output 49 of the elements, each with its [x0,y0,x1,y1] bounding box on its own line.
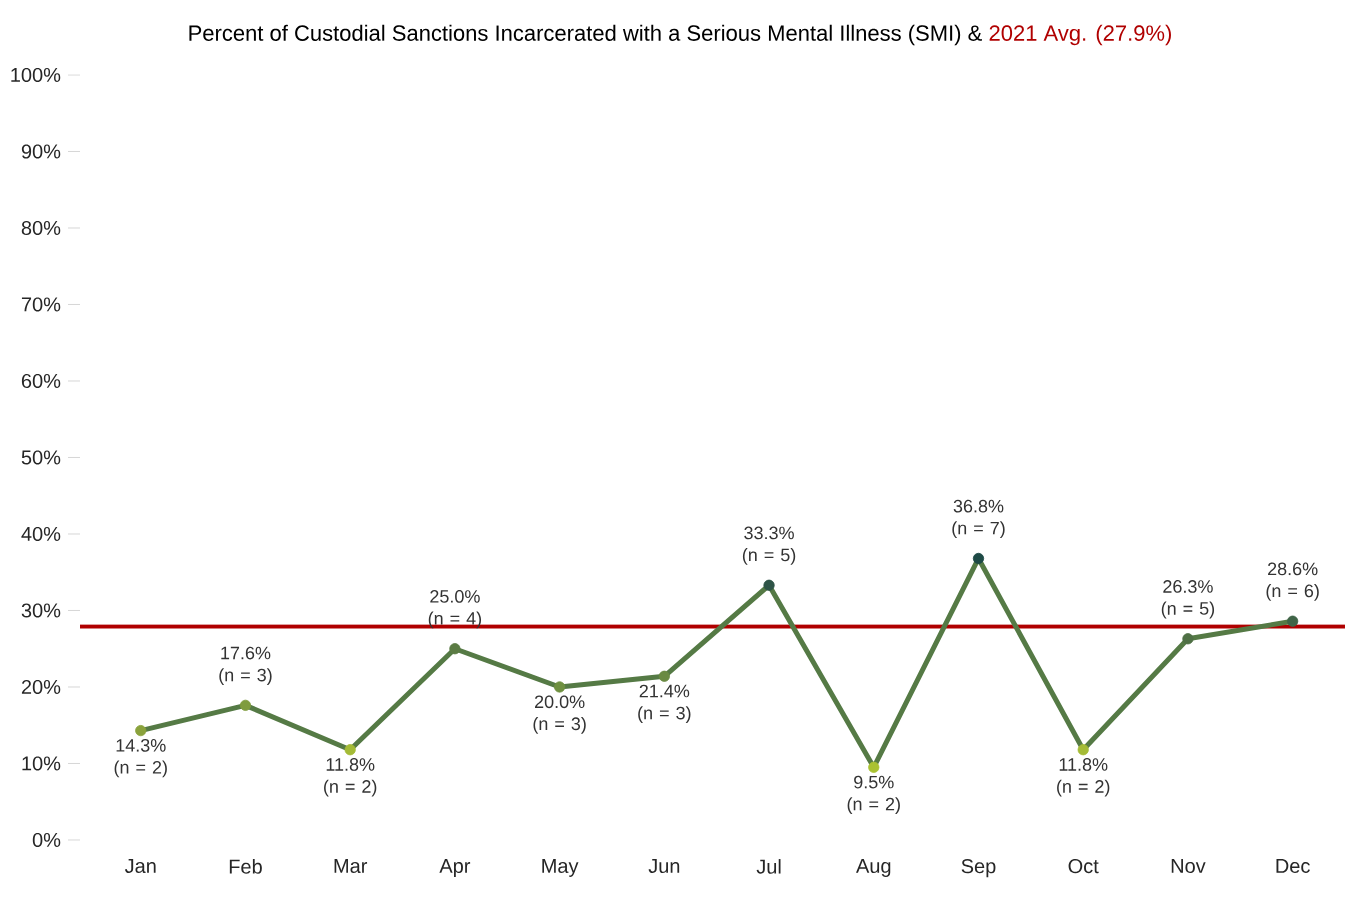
data-label: 17.6% (n = 3) [219,646,272,685]
ref-line-label: 2021 Avg. (27.9%) [989,24,1171,46]
x-tick-label: Sep [961,859,996,878]
y-tick-label: 60% [21,373,61,389]
point [1077,744,1089,756]
y-tick-label: 70% [21,297,61,312]
data-label: 36.8% (n = 7) [952,499,1005,539]
data-label: 11.8% (n = 2) [1057,758,1110,797]
data-label: 28.6% (n = 6) [1266,562,1319,601]
point [449,643,461,655]
point [135,724,147,737]
y-tick-label: 30% [21,603,61,618]
point [1182,633,1194,645]
point [344,744,356,756]
point [763,579,775,591]
y-tick-label: 100% [11,67,61,83]
y-tick-label: 80% [21,220,61,236]
y-tick-label: 90% [21,144,61,159]
x-tick-label: Oct [1068,859,1099,874]
point [972,552,985,565]
data-label: 14.3% (n = 2) [114,738,167,778]
x-tick-label: May [542,859,579,877]
y-tick-label: 0% [32,832,61,848]
x-tick-label: Aug [856,859,891,877]
data-label: 11.8% (n = 2) [324,758,377,797]
data-label: 26.3% (n = 5) [1161,580,1215,619]
data-label: 33.3% (n = 5) [742,526,796,565]
point [554,681,566,693]
x-tick-label: Dec [1276,859,1310,873]
x-tick-label: Nov [1171,859,1206,873]
y-tick-label: 10% [22,756,61,771]
y-tick-label: 50% [21,450,61,465]
x-tick-label: Mar [334,859,368,873]
data-label: 25.0% (n = 4) [428,590,482,629]
x-tick-label: Jun [648,859,680,873]
chart-title: Percent of Custodial Sanctions Incarcerated with a Serious Mental Illness (SMI) & [189,24,982,46]
x-tick-label: Apr [439,859,471,877]
point [239,699,252,711]
point [1287,615,1299,627]
x-tick-label: Jan [124,859,156,873]
data-label: 20.0% (n = 3) [533,695,586,734]
y-tick-label: 40% [21,526,61,542]
x-tick-label: Jul [756,859,781,874]
point [658,670,670,682]
x-tick-label: Feb [229,859,262,874]
point [868,761,880,773]
data-label: 21.4% (n = 3) [638,684,691,723]
y-tick-label: 20% [21,679,61,695]
data-label: 9.5% (n = 2) [847,775,900,815]
